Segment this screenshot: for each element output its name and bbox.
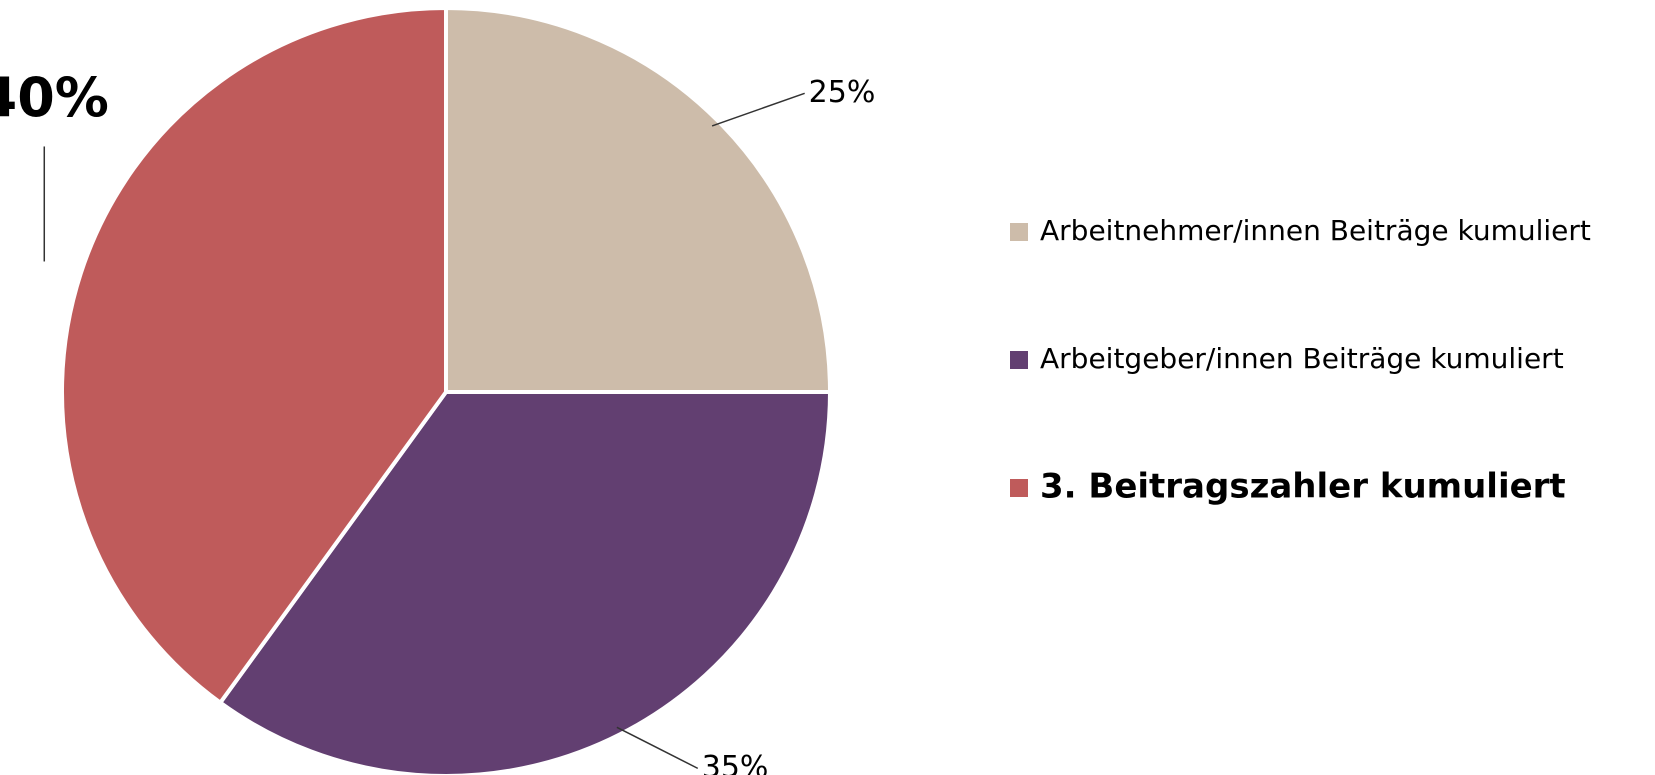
- data-label: 35%: [702, 750, 769, 775]
- pie-slice: [60, 5, 448, 706]
- legend-label: Arbeitnehmer/innen Beiträge kumuliert: [1040, 214, 1591, 247]
- legend-swatch: [1010, 479, 1028, 497]
- data-label: 40%: [0, 66, 109, 129]
- pie-slice: [217, 390, 833, 775]
- legend-swatch: [1010, 351, 1028, 369]
- leader-line: [711, 92, 805, 127]
- legend-swatch: [1010, 223, 1028, 241]
- legend-label: Arbeitgeber/innen Beiträge kumuliert: [1040, 342, 1564, 375]
- leader-line: [616, 726, 699, 770]
- pie-slice: [444, 5, 833, 394]
- legend-label: 3. Beitragszahler kumuliert: [1040, 467, 1566, 507]
- data-label: 25%: [809, 75, 876, 110]
